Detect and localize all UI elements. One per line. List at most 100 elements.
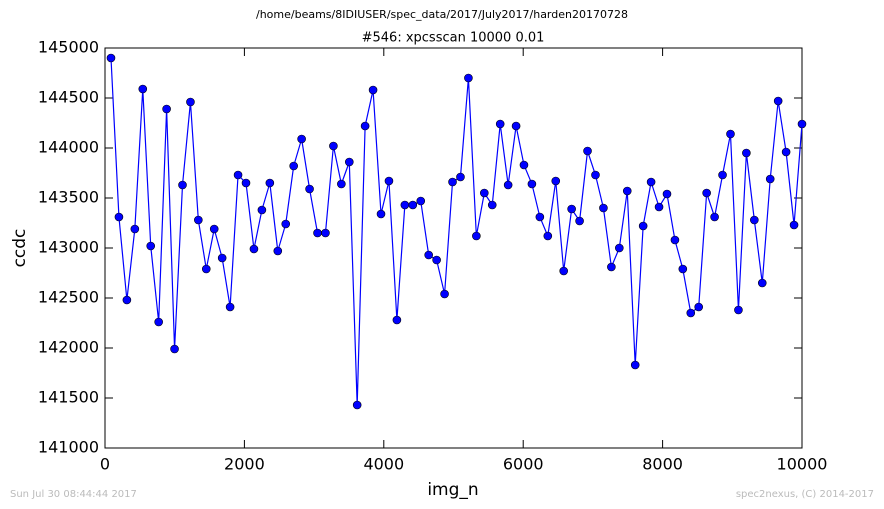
data-point: [527, 179, 537, 189]
data-point: [217, 253, 227, 263]
data-point: [646, 177, 656, 187]
data-point: [464, 73, 473, 83]
data-point: [146, 241, 156, 251]
y-tick-label: 145000: [38, 38, 99, 57]
data-point: [432, 255, 441, 265]
data-point: [670, 235, 680, 245]
x-tick-label: 2000: [224, 455, 265, 474]
data-point: [178, 180, 187, 190]
data-point: [686, 308, 696, 318]
data-point: [757, 278, 767, 288]
y-tick-label: 142000: [38, 338, 99, 357]
data-point: [424, 250, 433, 260]
data-point: [368, 85, 378, 95]
data-point: [765, 174, 775, 184]
data-point: [337, 179, 346, 189]
data-point: [591, 170, 600, 180]
data-point: [130, 224, 140, 234]
data-point: [456, 172, 465, 182]
data-point: [710, 212, 719, 222]
data-point: [281, 219, 291, 229]
data-point: [583, 146, 592, 156]
data-point: [257, 205, 267, 215]
data-point: [352, 400, 362, 410]
data-point: [273, 246, 283, 256]
data-point: [773, 96, 783, 106]
y-tick-label: 141000: [38, 438, 99, 457]
data-point: [106, 53, 116, 63]
data-point: [138, 84, 148, 94]
y-tick-label: 144000: [38, 138, 99, 157]
data-point: [186, 97, 195, 107]
data-point: [480, 188, 489, 198]
data-point: [321, 228, 330, 238]
data-point: [400, 200, 410, 210]
data-point: [678, 264, 688, 274]
data-point: [750, 215, 759, 225]
y-axis-label: ccdc: [10, 229, 30, 268]
data-line: [110, 57, 803, 406]
data-point: [662, 189, 672, 199]
data-point: [122, 295, 132, 305]
data-point: [297, 134, 306, 144]
header: /home/beams/8IDIUSER/spec_data/2017/July…: [256, 8, 628, 21]
data-point: [376, 209, 386, 219]
data-point: [209, 224, 219, 234]
data-point: [448, 177, 457, 187]
data-point: [694, 302, 704, 312]
data-point: [543, 231, 553, 241]
data-point: [622, 186, 632, 196]
data-point: [170, 344, 179, 354]
x-tick-label: 10000: [777, 455, 828, 474]
y-tick-label: 142500: [38, 288, 99, 307]
data-point: [615, 243, 624, 253]
y-tick-label: 141500: [38, 388, 99, 407]
data-point: [344, 157, 354, 167]
data-point: [607, 262, 616, 272]
data-point: [201, 264, 211, 274]
data-point: [265, 178, 275, 188]
data-point: [392, 315, 402, 325]
data-point: [114, 212, 124, 222]
chart-title: #546: xpcsscan 10000 0.01: [362, 31, 545, 46]
x-tick-label: 4000: [363, 455, 404, 474]
data-point: [575, 216, 584, 226]
x-axis-label: img_n: [427, 480, 478, 500]
data-point: [289, 161, 298, 171]
data-point: [503, 180, 513, 190]
y-tick-label: 144500: [38, 88, 99, 107]
data-point: [472, 231, 481, 241]
data-point: [487, 200, 497, 210]
data-point: [416, 196, 426, 206]
y-tick-label: 143500: [38, 188, 99, 207]
data-point: [638, 221, 648, 231]
x-tick-label: 6000: [503, 455, 544, 474]
data-point: [789, 220, 799, 230]
data-point: [781, 147, 791, 157]
footer-right: spec2nexus, (C) 2014-2017: [736, 489, 874, 500]
data-point: [249, 244, 259, 254]
data-point: [599, 203, 608, 213]
data-point: [313, 228, 322, 238]
data-point: [495, 119, 505, 129]
data-point: [726, 129, 735, 139]
data-point: [742, 148, 751, 158]
data-point: [154, 317, 163, 327]
data-point: [734, 305, 743, 315]
data-point: [329, 141, 338, 151]
data-point: [511, 121, 521, 131]
y-tick-label: 143000: [38, 238, 99, 257]
footer-left: Sun Jul 30 08:44:44 2017: [10, 489, 137, 500]
data-point: [384, 176, 394, 186]
data-point: [535, 212, 545, 222]
plot-frame: [104, 47, 803, 449]
data-point: [718, 170, 727, 180]
data-point: [162, 104, 171, 114]
data-point: [305, 184, 314, 194]
data-point: [225, 302, 235, 312]
data-point: [630, 360, 640, 370]
data-point: [194, 215, 203, 225]
data-point: [567, 204, 576, 214]
data-point: [440, 289, 449, 299]
